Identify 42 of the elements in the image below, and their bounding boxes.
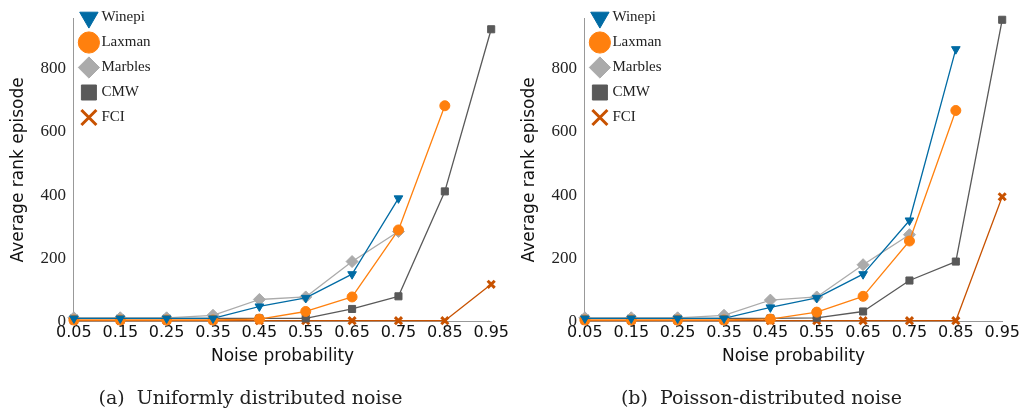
x-tick-label: 0.55 bbox=[287, 322, 324, 342]
y-tick-label: 800 bbox=[551, 58, 577, 78]
legend-label: Winepi bbox=[612, 8, 656, 25]
x-tick-label: 0.35 bbox=[706, 322, 742, 342]
x-tick-label: 0.15 bbox=[102, 322, 139, 342]
y-tick-label: 200 bbox=[551, 247, 577, 267]
text: (a) Uniformly distributed noise bbox=[98, 385, 403, 408]
x-axis-title: Noise probability bbox=[721, 345, 866, 366]
x-tick-label: 0.85 bbox=[938, 322, 974, 342]
x-tick-label: 0.95 bbox=[984, 322, 1020, 342]
x-tick-label: 0.75 bbox=[380, 322, 417, 342]
y-tick-label: 600 bbox=[40, 121, 66, 141]
legend-label: FCI bbox=[612, 108, 636, 125]
x-tick-label: 0.75 bbox=[891, 322, 928, 342]
legend-label: CMW bbox=[101, 83, 140, 100]
y-tick-label: 800 bbox=[40, 58, 66, 78]
y-tick-label: 400 bbox=[551, 184, 577, 204]
y-axis-title: Average rank episode bbox=[6, 77, 27, 263]
legend-label: FCI bbox=[101, 108, 125, 125]
y-tick-label: 200 bbox=[40, 247, 66, 267]
y-tick-label: 600 bbox=[551, 121, 577, 141]
x-tick-label: 0.35 bbox=[195, 322, 231, 342]
legend-label: CMW bbox=[612, 83, 651, 100]
x-tick-label: 0.45 bbox=[752, 322, 789, 342]
x-tick-label: 0.55 bbox=[798, 322, 835, 342]
x-tick-label: 0.15 bbox=[613, 322, 650, 342]
legend-label: Laxman bbox=[612, 33, 663, 50]
x-tick-label: 0.45 bbox=[241, 322, 278, 342]
legend-label: Marbles bbox=[612, 58, 662, 75]
x-tick-label: 0.25 bbox=[659, 322, 696, 342]
x-tick-label: 0.95 bbox=[473, 322, 509, 342]
y-tick-label: 400 bbox=[40, 184, 66, 204]
legend-label: Marbles bbox=[101, 58, 151, 75]
x-axis-title: Noise probability bbox=[210, 345, 355, 366]
x-tick-label: 0.85 bbox=[427, 322, 463, 342]
x-tick-label: 0.65 bbox=[845, 322, 881, 342]
text: (b) Poisson-distributed noise bbox=[620, 385, 903, 408]
legend-label: Laxman bbox=[101, 33, 152, 50]
x-tick-label: 0.25 bbox=[148, 322, 185, 342]
legend-label: Winepi bbox=[101, 8, 145, 25]
y-axis-title: Average rank episode bbox=[517, 77, 538, 263]
x-tick-label: 0.65 bbox=[334, 322, 370, 342]
